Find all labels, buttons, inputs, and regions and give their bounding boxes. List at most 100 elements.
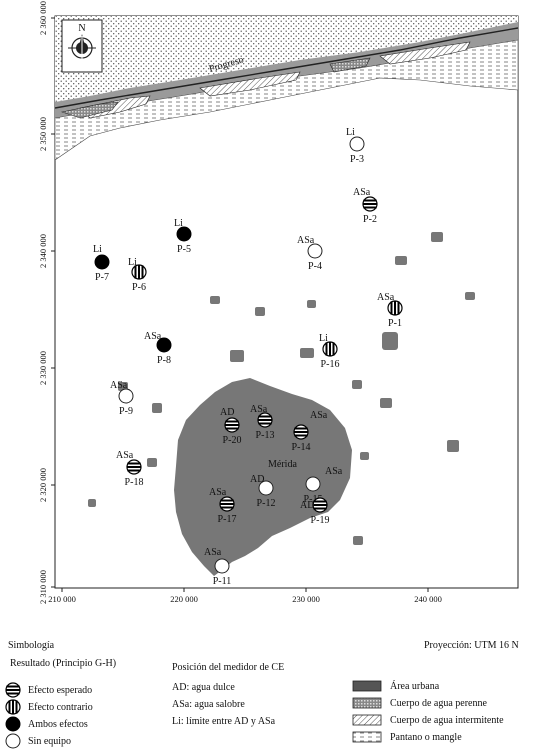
well-marker-p-19: AD P-19 xyxy=(300,497,330,526)
well-id-label: P-15 xyxy=(304,494,323,505)
well-marker-p-3: Li P-3 xyxy=(346,127,365,165)
legend-area-label: Área urbana xyxy=(390,680,440,692)
well-id-label: P-2 xyxy=(363,214,377,225)
well-id-label: P-20 xyxy=(223,435,242,446)
legend-area-label: Cuerpo de agua perenne xyxy=(390,697,487,709)
legend-result-esperado: Efecto esperado xyxy=(4,682,92,698)
well-marker-p-18: ASa P-18 xyxy=(116,450,143,488)
well-id-label: P-17 xyxy=(218,514,237,525)
legend-area-perenne: Cuerpo de agua perenne xyxy=(352,697,487,709)
legend-result-label: Efecto esperado xyxy=(28,684,93,696)
legend-position-item: Li: límite entre AD y ASa xyxy=(172,716,276,727)
well-id-label: P-5 xyxy=(177,244,191,255)
city-label-merida: Mérida xyxy=(268,459,297,470)
legend-area-label: Cuerpo de agua intermitente xyxy=(390,714,504,726)
well-marker-p-1: ASa P-1 xyxy=(377,292,403,329)
legend-results-title: Resultado (Principio G-H) xyxy=(10,658,117,669)
well-id-label: P-8 xyxy=(157,355,171,366)
intermittent-water-2 xyxy=(199,71,301,97)
well-type-label: Li xyxy=(319,333,328,344)
well-marker-p-5: Li P-5 xyxy=(174,218,192,255)
north-arrow: N xyxy=(61,19,103,73)
well-id-label: P-16 xyxy=(321,359,340,370)
coastline xyxy=(55,27,518,109)
well-type-label: ASa xyxy=(377,292,395,303)
well-marker-p-20: AD P-20 xyxy=(220,407,241,446)
y-tick-label: 2 320 000 xyxy=(38,468,48,502)
well-type-label: ASa xyxy=(310,410,328,421)
legend-result-label: Sin equipo xyxy=(28,735,72,747)
well-marker-p-11: ASa P-11 xyxy=(204,547,231,587)
legend-result-label: Efecto contrario xyxy=(28,701,93,713)
well-type-label: ASa xyxy=(250,404,268,415)
x-tick-label: 230 000 xyxy=(292,594,320,604)
well-marker-p-6: Li P-6 xyxy=(128,257,147,293)
y-tick-label: 2 350 000 xyxy=(38,117,48,151)
legend-symbol-sin xyxy=(5,733,21,749)
legend-symbol-esperado xyxy=(5,682,21,698)
intermittent-water-3 xyxy=(379,41,471,65)
y-tick-label: 2 330 000 xyxy=(38,351,48,385)
legend-position-item: AD: agua dulce xyxy=(172,682,235,693)
legend-swatch-intermitente xyxy=(352,714,382,726)
legend-position-item: ASa: agua salobre xyxy=(172,699,245,710)
y-tick-label: 2 310 000 xyxy=(38,570,48,604)
well-marker-p-2: ASa P-2 xyxy=(353,187,378,225)
well-type-label: ASa xyxy=(209,487,227,498)
well-id-label: P-12 xyxy=(257,498,276,509)
well-id-label: P-7 xyxy=(95,272,109,283)
legend-result-ambos: Ambos efectos xyxy=(4,716,88,732)
well-type-label: ASa xyxy=(353,187,371,198)
well-id-label: P-1 xyxy=(388,318,402,329)
legend-positions-title: Posición del medidor de CE xyxy=(172,662,285,673)
well-type-label: AD xyxy=(300,500,314,511)
well-id-label: P-13 xyxy=(256,430,275,441)
well-type-label: Li xyxy=(128,257,137,268)
well-type-label: ASa xyxy=(325,466,343,477)
well-type-label: ASa xyxy=(297,235,315,246)
legend-area-urbana: Área urbana xyxy=(352,680,439,692)
legend-swatch-pantano xyxy=(352,731,382,743)
legend-area-pantano: Pantano o mangle xyxy=(352,731,462,743)
x-tick-label: 210 000 xyxy=(48,594,76,604)
north-label: N xyxy=(78,23,85,34)
well-type-label: ASa xyxy=(144,331,162,342)
well-id-label: P-9 xyxy=(119,406,133,417)
well-marker-p-15: ASa P-15 xyxy=(304,466,343,505)
well-marker-p-17: ASa P-17 xyxy=(209,487,236,525)
legend-simbologia-title: Simbología xyxy=(8,640,55,651)
legend-swatch-perenne xyxy=(352,697,382,709)
x-tick-label: 240 000 xyxy=(414,594,442,604)
coast-urban-strip xyxy=(55,22,518,118)
legend-area-label: Pantano o mangle xyxy=(390,731,462,743)
legend-symbol-contrario xyxy=(5,699,21,715)
well-id-label: P-11 xyxy=(213,576,232,587)
well-marker-p-7: Li P-7 xyxy=(93,244,110,283)
well-id-label: P-14 xyxy=(292,442,311,453)
perennial-water-2 xyxy=(329,57,371,73)
well-marker-p-16: Li P-16 xyxy=(319,333,339,370)
well-marker-p-14: ASa P-14 xyxy=(292,410,328,453)
well-marker-p-8: ASa P-8 xyxy=(144,331,172,366)
sea-area xyxy=(55,16,518,102)
urban-patches xyxy=(88,232,475,545)
legend-projection: Proyección: UTM 16 N xyxy=(424,640,519,651)
y-tick-label: 2 340 000 xyxy=(38,234,48,268)
legend-area-intermitente: Cuerpo de agua intermitente xyxy=(352,714,504,726)
legend-result-sin: Sin equipo xyxy=(4,733,71,749)
well-id-label: P-4 xyxy=(308,261,322,272)
well-type-label: ASa xyxy=(116,450,134,461)
well-id-label: P-18 xyxy=(125,477,144,488)
y-tick-label: 2 360 000 xyxy=(38,1,48,35)
well-type-label: ASa xyxy=(110,380,128,391)
well-marker-p-4: ASa P-4 xyxy=(297,235,323,272)
well-marker-p-12: AD P-12 xyxy=(250,474,275,509)
well-type-label: Li xyxy=(174,218,183,229)
axis-ticks: 210 000 220 000 230 000 240 000 2 360 000 2 3… xyxy=(38,1,442,604)
perennial-water-1 xyxy=(60,101,119,119)
well-id-label: P-19 xyxy=(311,515,330,526)
legend-result-contrario: Efecto contrario xyxy=(4,699,93,715)
well-type-label: Li xyxy=(346,127,355,138)
well-id-label: P-6 xyxy=(132,282,146,293)
